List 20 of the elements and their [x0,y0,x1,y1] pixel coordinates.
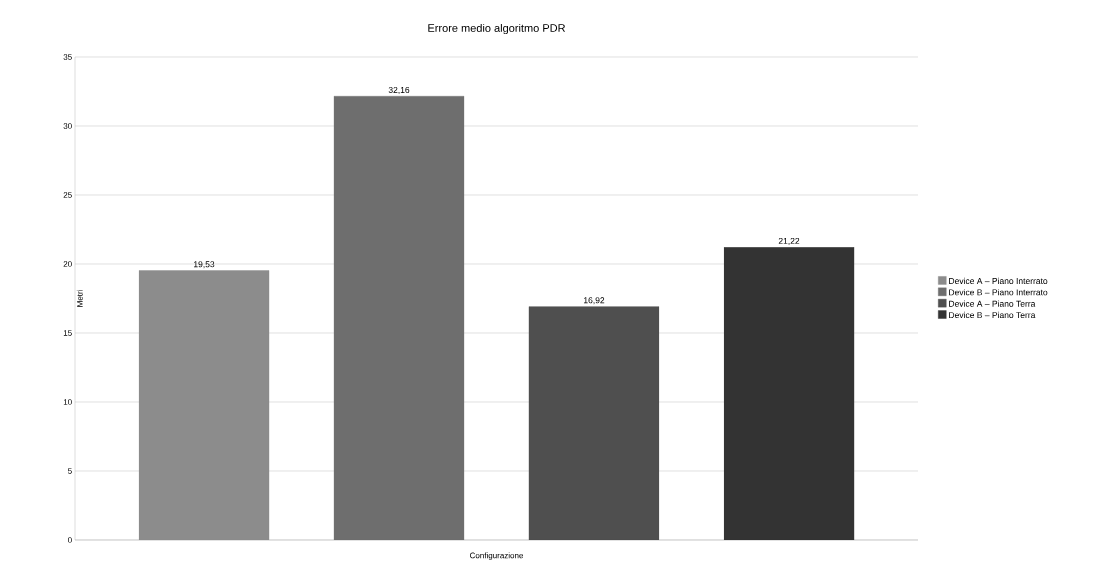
bar [333,95,465,540]
y-tick-label: 25 [63,192,72,198]
data-label: 21,22 [778,237,800,245]
legend-label: Device A – Piano Terra [949,300,1036,307]
legend-label: Device B – Piano Interrato [949,289,1048,296]
legend-label: Device A – Piano Interrato [949,277,1048,285]
chart-title: Errore medio algoritmo PDR [428,23,566,35]
y-axis-title: Metri [76,290,83,307]
data-label: 32,16 [388,86,410,94]
data-label: 19,53 [194,261,215,269]
y-tick-label: 15 [63,330,72,336]
x-axis-title: Configurazione [470,552,524,560]
y-tick-label: 10 [63,399,72,405]
legend-label: Device B – Piano Terra [949,311,1036,319]
y-tick-label: 0 [68,537,72,543]
y-tick-label: 20 [63,261,72,267]
y-tick-label: 35 [63,54,72,60]
y-tick-label: 5 [68,468,72,474]
y-tick-label: 30 [63,123,72,129]
data-label: 16,92 [584,297,605,305]
